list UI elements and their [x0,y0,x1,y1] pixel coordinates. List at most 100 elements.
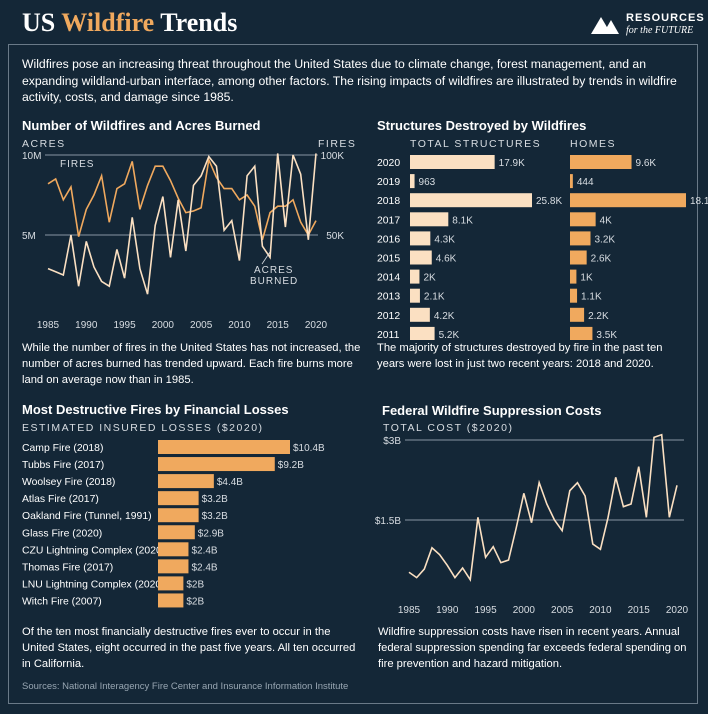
total-structures-value: 25.8K [536,196,562,207]
loss-bar [158,593,184,608]
loss-bar [158,457,275,472]
total-structures-bar [410,326,435,340]
acres-label-pointer [261,251,271,265]
x-tick-label: 2005 [551,605,574,616]
fire-name-label: CZU Lightning Complex (2020) [22,545,165,556]
fire-name-label: Camp Fire (2018) [22,443,103,454]
total-structures-header: TOTAL STRUCTURES [410,138,542,150]
structures-year-label: 2011 [377,330,400,340]
losses-chart-caption: Of the ten most financially destructive … [22,626,356,670]
total-structures-bar [410,250,432,265]
suppression-chart: $3B $1.5B 1985 1990 1995 2000 2005 2010 2015 2020 [375,433,689,616]
left-tick-label: 10M [22,151,41,162]
loss-value-label: $2B [186,579,204,590]
loss-value-label: $2.9B [198,528,224,539]
loss-bar [158,559,189,574]
total-structures-value: 2K [423,273,436,284]
homes-value: 3.5K [596,330,617,340]
homes-value: 4K [600,215,613,226]
homes-bar [570,193,686,208]
acres-series-label: ACRES [254,265,293,276]
loss-value-label: $10.4B [293,443,325,454]
total-structures-bar [410,231,431,246]
intro-text: Wildfires pose an increasing threat thro… [22,57,677,104]
total-structures-value: 8.1K [452,215,473,226]
homes-bar [570,212,596,227]
structures-year-label: 2012 [377,311,400,322]
loss-bar [158,491,199,506]
structures-chart-caption: The majority of structures destroyed by … [377,342,663,370]
fires-chart-title: Number of Wildfires and Acres Burned [22,118,261,133]
structures-year-label: 2014 [377,273,400,284]
loss-value-label: $9.2B [278,460,304,471]
logo-icon [591,17,619,34]
total-structures-value: 4.6K [436,254,457,265]
suppression-chart-caption: Wildfire suppression costs have risen in… [378,626,687,670]
homes-bar [570,288,578,303]
homes-bar [570,155,632,169]
fire-name-label: Atlas Fire (2017) [22,494,99,505]
y-tick-label: $3B [383,436,401,447]
structures-year-label: 2017 [377,215,400,226]
homes-bar [570,326,593,340]
total-structures-bar [410,307,430,322]
structures-chart-title: Structures Destroyed by Wildfires [377,118,587,133]
suppression-cost-line [408,433,678,583]
structures-year-label: 2020 [377,158,400,169]
content-panel [8,44,698,704]
fire-name-label: Glass Fire (2020) [22,528,102,539]
total-structures-bar [410,269,420,284]
title-accent: Wildfire [61,8,155,37]
fires-acres-chart: 10M 100K 5M 50K 1985 1990 1995 2000 2005 2010 2015… [22,151,345,331]
loss-bar [158,576,184,591]
homes-header: HOMES [570,138,617,150]
loss-bar [158,508,199,523]
x-tick-label: 2000 [513,605,536,616]
loss-bar [158,440,290,454]
loss-value-label: $4.4B [217,477,243,488]
homes-bar [570,174,573,189]
x-tick-label: 1990 [75,320,98,331]
acres-axis-label: ACRES [22,138,66,150]
x-tick-label: 1995 [113,320,136,331]
y-tick-label: $1.5B [375,516,401,527]
right-tick-label: 100K [321,151,345,162]
total-structures-value: 4.3K [434,234,455,245]
fires-series-label: FIRES [60,159,94,170]
total-structures-bar [410,193,532,208]
fire-name-label: Oakland Fire (Tunnel, 1991) [22,511,152,522]
total-structures-value: 5.2K [439,330,460,340]
structures-year-label: 2015 [377,254,400,265]
loss-value-label: $2.4B [191,545,217,556]
total-structures-bar [410,155,495,169]
x-tick-label: 2020 [305,320,328,331]
title-main: US [22,8,62,37]
x-tick-label: 2005 [190,320,213,331]
homes-value: 2.6K [591,254,612,265]
loss-value-label: $2B [186,596,204,607]
acres-series-label: BURNED [250,276,298,287]
fire-name-label: Woolsey Fire (2018) [22,477,115,488]
sources-note: Sources: National Interagency Fire Cente… [22,681,349,692]
homes-value: 18.1K [690,196,708,207]
homes-value: 3.2K [595,234,616,245]
suppression-chart-title: Federal Wildfire Suppression Costs [382,403,602,418]
loss-value-label: $3.2B [202,494,228,505]
structures-year-label: 2018 [377,196,400,207]
x-tick-label: 2010 [589,605,612,616]
logo-line1: RESOURCES [626,12,705,24]
loss-value-label: $3.2B [202,511,228,522]
total-structures-bar [410,174,415,189]
suppression-chart-subtitle: TOTAL COST ($2020) [383,422,514,434]
total-structures-bar [410,288,420,303]
loss-bar [158,525,195,540]
loss-bar [158,474,214,489]
structures-year-label: 2016 [377,234,400,245]
homes-value: 1K [580,273,593,284]
x-tick-label: 2010 [228,320,251,331]
homes-value: 1.1K [581,292,602,303]
total-structures-bar [410,212,449,227]
homes-bar [570,307,585,322]
total-structures-value: 2.1K [424,292,445,303]
x-tick-label: 1990 [436,605,459,616]
